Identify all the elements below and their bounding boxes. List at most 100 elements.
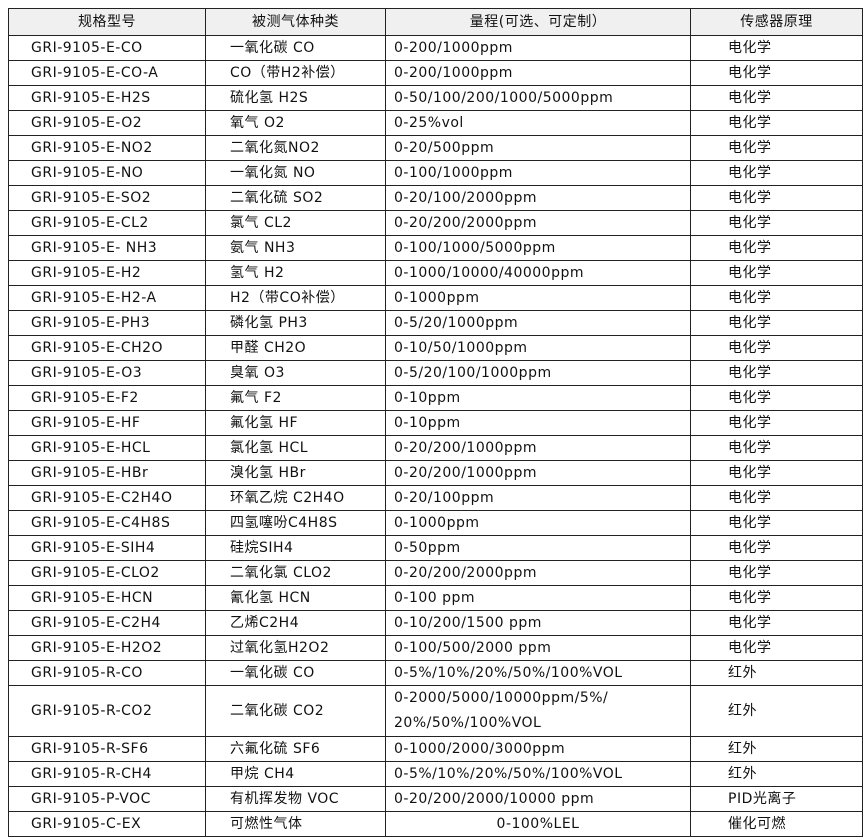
table-cell: 四氢噻吩C4H8S xyxy=(205,510,386,536)
table-cell: 氟化氢 HF xyxy=(205,410,386,436)
table-cell: 甲烷 CH4 xyxy=(205,761,386,787)
table-cell: 环氧乙烷 C2H4O xyxy=(205,485,386,511)
table-cell: 0-20/200/2000/10000 ppm xyxy=(385,786,691,812)
table-cell: 乙烯C2H4 xyxy=(205,610,386,636)
table-cell: GRI-9105-E-HCN xyxy=(8,585,206,611)
table-row: GRI-9105-E-H2S 硫化氢 H2S 0-50/100/200/1000/5… xyxy=(8,85,863,111)
table-cell: GRI-9105-E-H2O2 xyxy=(8,635,206,661)
table-cell: 0-1000ppm xyxy=(385,285,691,311)
table-cell: 六氟化硫 SF6 xyxy=(205,736,386,762)
table-body: GRI-9105-E-CO 一氧化碳 CO 0-200/1000ppm 电化学 GRI-… xyxy=(8,35,863,837)
table-cell: GRI-9105-R-CO2 xyxy=(8,685,206,737)
table-cell: 硅烷SIH4 xyxy=(205,535,386,561)
table-cell: GRI-9105-E-F2 xyxy=(8,385,206,411)
header-cell: 被测气体种类 xyxy=(205,8,386,36)
table-row: GRI-9105-E-O3 臭氧 O3 0-5/20/100/1000ppm 电化学 xyxy=(8,360,863,386)
table-cell: 有机挥发物 VOC xyxy=(205,786,386,812)
table-cell: GRI-9105-E-CO-A xyxy=(8,60,206,86)
table-cell: 电化学 xyxy=(690,260,863,286)
table-cell: 0-100%LEL xyxy=(385,811,691,837)
table-cell: GRI-9105-E-CH2O xyxy=(8,335,206,361)
table-row: GRI-9105-E-CO-A CO（带H2补偿） 0-200/1000ppm 电化学 xyxy=(8,60,863,86)
table-cell: 电化学 xyxy=(690,35,863,61)
table-cell: 电化学 xyxy=(690,210,863,236)
table-cell: 电化学 xyxy=(690,635,863,661)
table-row: GRI-9105-E-NO 一氧化氮 NO 0-100/1000ppm 电化学 xyxy=(8,160,863,186)
table-cell: 电化学 xyxy=(690,185,863,211)
table-cell: 电化学 xyxy=(690,60,863,86)
table-row: GRI-9105-E-H2-A H2（带CO补偿） 0-1000ppm 电化学 xyxy=(8,285,863,311)
table-row: GRI-9105-E-HCL 氯化氢 HCL 0-20/200/1000ppm 电化学 xyxy=(8,435,863,461)
table-cell: GRI-9105-E-HBr xyxy=(8,460,206,486)
table-cell: GRI-9105-E-C2H4O xyxy=(8,485,206,511)
table-cell: 0-1000ppm xyxy=(385,510,691,536)
table-row: GRI-9105-E-F2 氟气 F2 0-10ppm 电化学 xyxy=(8,385,863,411)
table-cell: 电化学 xyxy=(690,510,863,536)
table-cell: GRI-9105-R-CO xyxy=(8,660,206,686)
spec-table: 规格型号 被测气体种类 量程(可选、可定制） 传感器原理 GRI-9105-E-CO 一… xyxy=(8,8,863,837)
table-cell: 电化学 xyxy=(690,610,863,636)
table-cell: 电化学 xyxy=(690,335,863,361)
table-cell: 0-10ppm xyxy=(385,385,691,411)
table-cell: 电化学 xyxy=(690,385,863,411)
table-cell: GRI-9105-P-VOC xyxy=(8,786,206,812)
table-cell: 0-20/100ppm xyxy=(385,485,691,511)
table-row: GRI-9105-E-CH2O 甲醛 CH2O 0-10/50/1000ppm 电化学 xyxy=(8,335,863,361)
table-cell: 0-20/100/2000ppm xyxy=(385,185,691,211)
table-cell: GRI-9105-E-H2S xyxy=(8,85,206,111)
table-cell: 0-10/200/1500 ppm xyxy=(385,610,691,636)
table-row: GRI-9105-E-HCN 氰化氢 HCN 0-100 ppm 电化学 xyxy=(8,585,863,611)
table-cell: GRI-9105-E-CO xyxy=(8,35,206,61)
table-row: GRI-9105-E-C4H8S 四氢噻吩C4H8S 0-1000ppm 电化学 xyxy=(8,510,863,536)
table-cell: GRI-9105-E-CLO2 xyxy=(8,560,206,586)
table-cell: 可燃性气体 xyxy=(205,811,386,837)
table-cell: 氰化氢 HCN xyxy=(205,585,386,611)
table-cell: 0-1000/2000/3000ppm xyxy=(385,736,691,762)
table-row: GRI-9105-E-CL2 氯气 CL2 0-20/200/2000ppm 电化学 xyxy=(8,210,863,236)
table-cell: 一氧化碳 CO xyxy=(205,660,386,686)
table-row: GRI-9105-E-HF 氟化氢 HF 0-10ppm 电化学 xyxy=(8,410,863,436)
table-row: GRI-9105-E-SIH4 硅烷SIH4 0-50ppm 电化学 xyxy=(8,535,863,561)
table-cell: 磷化氢 PH3 xyxy=(205,310,386,336)
table-cell: 氯化氢 HCL xyxy=(205,435,386,461)
table-cell: 0-200/1000ppm xyxy=(385,35,691,61)
table-row: GRI-9105-E-H2 氢气 H2 0-1000/10000/40000ppm 电… xyxy=(8,260,863,286)
table-row: GRI-9105-R-CH4 甲烷 CH4 0-5%/10%/20%/50%/100… xyxy=(8,761,863,787)
table-cell: GRI-9105-E-CL2 xyxy=(8,210,206,236)
table-cell: 电化学 xyxy=(690,360,863,386)
table-row: GRI-9105-E-O2 氧气 O2 0-25%vol 电化学 xyxy=(8,110,863,136)
header-cell: 量程(可选、可定制） xyxy=(385,8,691,36)
table-cell: 氧气 O2 xyxy=(205,110,386,136)
table-cell: 氨气 NH3 xyxy=(205,235,386,261)
table-cell: 0-100/1000/5000ppm xyxy=(385,235,691,261)
table-cell: 0-25%vol xyxy=(385,110,691,136)
table-cell: 氢气 H2 xyxy=(205,260,386,286)
table-cell: 氯气 CL2 xyxy=(205,210,386,236)
table-row: GRI-9105-E-HBr 溴化氢 HBr 0-20/200/1000ppm 电化学 xyxy=(8,460,863,486)
table-row: GRI-9105-R-CO2 二氧化碳 CO2 0-2000/5000/10000p… xyxy=(8,685,863,737)
table-cell: 电化学 xyxy=(690,85,863,111)
table-cell: 0-100/500/2000 ppm xyxy=(385,635,691,661)
table-cell: GRI-9105-E-H2 xyxy=(8,260,206,286)
table-cell: 0-200/1000ppm xyxy=(385,60,691,86)
table-cell: 0-100/1000ppm xyxy=(385,160,691,186)
table-row: GRI-9105-E- NH3 氨气 NH3 0-100/1000/5000ppm 电… xyxy=(8,235,863,261)
table-cell: 0-100 ppm xyxy=(385,585,691,611)
table-cell: 溴化氢 HBr xyxy=(205,460,386,486)
table-cell: 0-20/200/1000ppm xyxy=(385,460,691,486)
table-row: GRI-9105-E-C2H4O 环氧乙烷 C2H4O 0-20/100ppm 电化学 xyxy=(8,485,863,511)
table-cell: 0-20/200/2000ppm xyxy=(385,210,691,236)
table-cell: GRI-9105-E-NO xyxy=(8,160,206,186)
table-cell: 电化学 xyxy=(690,110,863,136)
table-row: GRI-9105-R-SF6 六氟化硫 SF6 0-1000/2000/3000pp… xyxy=(8,736,863,762)
table-cell: H2（带CO补偿） xyxy=(205,285,386,311)
header-row: 规格型号 被测气体种类 量程(可选、可定制） 传感器原理 xyxy=(8,8,863,36)
table-cell: 电化学 xyxy=(690,535,863,561)
table-cell: 过氧化氢H2O2 xyxy=(205,635,386,661)
table-cell: GRI-9105-E-C4H8S xyxy=(8,510,206,536)
table-cell: 电化学 xyxy=(690,160,863,186)
table-cell: 电化学 xyxy=(690,435,863,461)
table-cell: CO（带H2补偿） xyxy=(205,60,386,86)
table-row: GRI-9105-R-CO 一氧化碳 CO 0-5%/10%/20%/50%/100… xyxy=(8,660,863,686)
table-row: GRI-9105-E-NO2 二氧化氮NO2 0-20/500ppm 电化学 xyxy=(8,135,863,161)
